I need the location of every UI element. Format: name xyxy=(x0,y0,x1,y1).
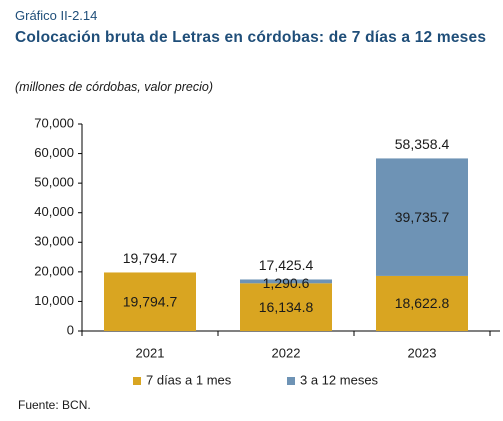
y-tick-label: 60,000 xyxy=(34,145,74,160)
chart-title: Colocación bruta de Letras en córdobas: … xyxy=(15,29,487,46)
y-tick-label: 10,000 xyxy=(34,293,74,308)
segment-value-label: 1,290.6 xyxy=(263,275,310,291)
y-tick-label: 30,000 xyxy=(34,234,74,249)
figure-label: Gráfico II-2.14 xyxy=(15,8,98,23)
y-tick-label: 0 xyxy=(67,322,74,337)
y-tick-label: 50,000 xyxy=(34,175,74,190)
legend-swatch xyxy=(287,377,295,385)
legend-label: 3 a 12 meses xyxy=(300,372,379,387)
x-tick-label: 2023 xyxy=(408,345,437,360)
bar-segment xyxy=(240,279,332,284)
y-tick-label: 40,000 xyxy=(34,204,74,219)
legend-label: 7 días a 1 mes xyxy=(146,372,232,387)
segment-value-label: 19,794.7 xyxy=(123,293,178,309)
source-note: Fuente: BCN. xyxy=(18,398,91,412)
segment-value-label: 16,134.8 xyxy=(259,299,314,315)
bar-segment xyxy=(376,158,468,276)
segment-value-label: 39,735.7 xyxy=(395,209,450,225)
total-value-label: 17,425.4 xyxy=(259,257,314,273)
total-value-label: 19,794.7 xyxy=(123,250,178,266)
segment-value-label: 18,622.8 xyxy=(395,295,450,311)
bar-segment xyxy=(104,272,196,331)
legend-swatch xyxy=(133,377,141,385)
y-tick-label: 70,000 xyxy=(34,115,74,130)
bar-segment xyxy=(376,275,468,331)
y-tick-label: 20,000 xyxy=(34,263,74,278)
chart-subtitle: (millones de córdobas, valor precio) xyxy=(15,80,214,94)
total-value-label: 58,358.4 xyxy=(395,136,450,152)
bar-segment xyxy=(240,283,332,331)
x-tick-label: 2021 xyxy=(136,345,165,360)
x-tick-label: 2022 xyxy=(272,345,301,360)
